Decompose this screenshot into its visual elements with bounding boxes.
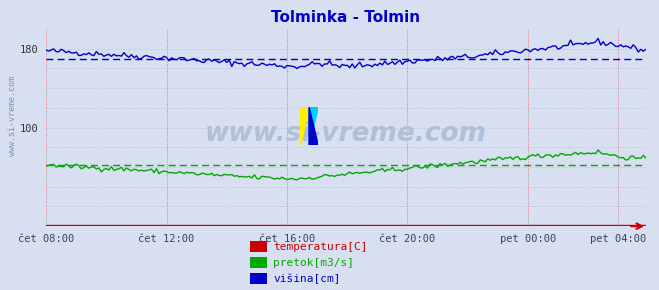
Text: www.si-vreme.com: www.si-vreme.com (205, 121, 487, 146)
Text: pretok[m3/s]: pretok[m3/s] (273, 258, 355, 268)
Title: Tolminka - Tolmin: Tolminka - Tolmin (272, 10, 420, 25)
Polygon shape (300, 107, 309, 145)
Text: temperatura[C]: temperatura[C] (273, 242, 368, 252)
Polygon shape (309, 107, 318, 145)
Polygon shape (309, 107, 318, 145)
Text: www.si-vreme.com: www.si-vreme.com (8, 76, 17, 156)
Text: višina[cm]: višina[cm] (273, 274, 341, 284)
